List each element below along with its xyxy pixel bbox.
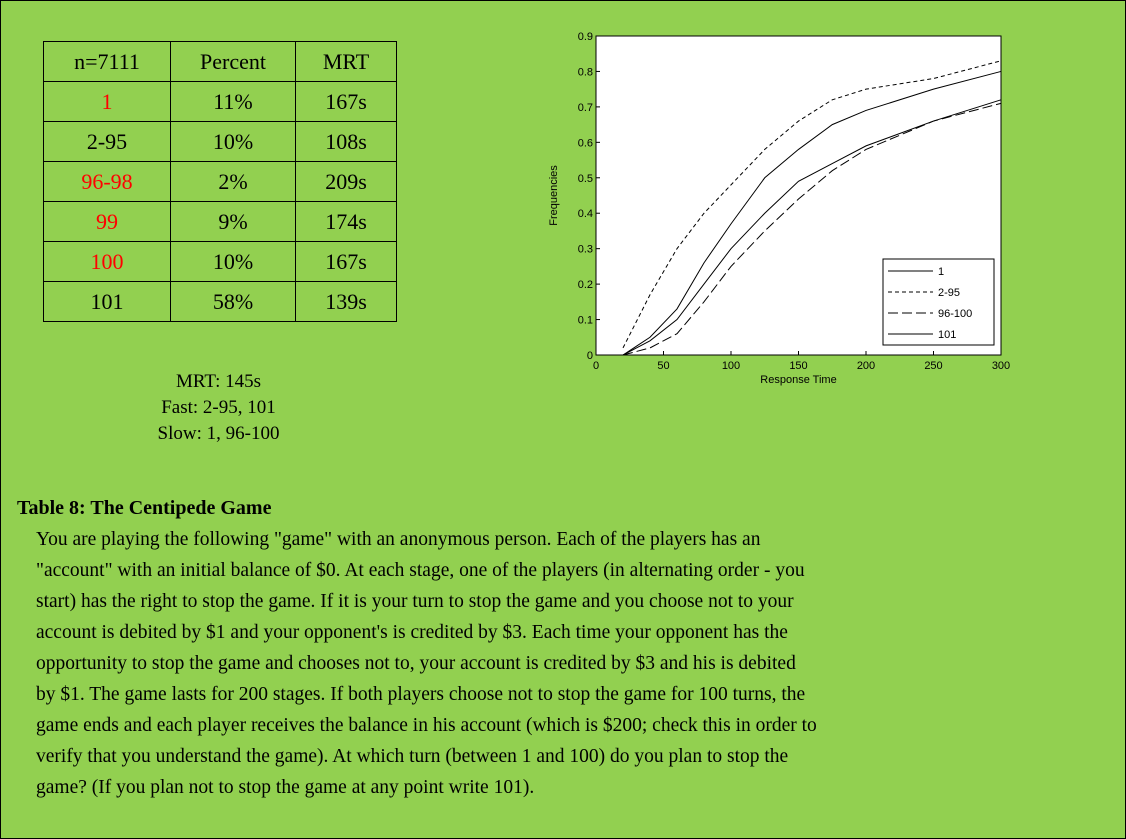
paragraph-line: start) has the right to stop the game. I… bbox=[36, 591, 794, 612]
series-line bbox=[622, 102, 1002, 356]
table-cell: 167s bbox=[295, 81, 397, 122]
legend-box bbox=[882, 258, 995, 346]
results-table: n=7111 Percent MRT 1 11% 167s 2-95 10% 108s 96-98… bbox=[43, 41, 397, 322]
header-cell: Percent bbox=[170, 41, 296, 82]
y-tick-label: 0.6 bbox=[578, 137, 593, 149]
table-row: 101 58% 139s bbox=[43, 281, 397, 322]
legend-label: 1 bbox=[938, 266, 944, 278]
table-cell: 58% bbox=[170, 281, 296, 322]
table-cell: 2% bbox=[170, 161, 296, 202]
y-tick-label: 0.4 bbox=[578, 208, 593, 220]
header-row: n=7111 Percent MRT bbox=[43, 41, 397, 82]
caption: Table 8: The Centipede Game bbox=[17, 497, 272, 519]
legend-label: 2-95 bbox=[938, 287, 960, 299]
x-axis-label: Response Time bbox=[760, 374, 836, 386]
y-tick-label: 0 bbox=[587, 350, 593, 362]
table-cell: 108s bbox=[295, 121, 397, 162]
paragraph-line: You are playing the following "game" wit… bbox=[36, 529, 761, 550]
table-cell: 11% bbox=[170, 81, 296, 122]
legend-label: 101 bbox=[938, 329, 956, 341]
table-row: 99 9% 174s bbox=[43, 201, 397, 242]
header-cell: n=7111 bbox=[43, 41, 171, 82]
table-cell: 139s bbox=[295, 281, 397, 322]
table-row: 100 10% 167s bbox=[43, 241, 397, 282]
series-line bbox=[622, 60, 1002, 349]
table-cell: 1 bbox=[43, 81, 171, 122]
table-cell: 96-98 bbox=[43, 161, 171, 202]
paragraph-line: opportunity to stop the game and chooses… bbox=[36, 653, 796, 674]
table-cell: 174s bbox=[295, 201, 397, 242]
legend-label: 96-100 bbox=[938, 308, 972, 320]
note-line: Slow: 1, 96-100 bbox=[157, 423, 280, 444]
table-cell: 100 bbox=[43, 241, 171, 282]
y-tick-label: 0.8 bbox=[578, 66, 593, 78]
paragraph-line: game? (If you plan not to stop the game … bbox=[36, 777, 535, 798]
x-tick-label: 100 bbox=[722, 360, 740, 372]
y-axis-label: Frequencies bbox=[548, 165, 560, 226]
paragraph-line: verify that you understand the game). At… bbox=[36, 746, 789, 767]
y-tick-label: 0.5 bbox=[578, 173, 593, 185]
x-tick-label: 0 bbox=[593, 360, 599, 372]
paragraph-line: "account" with an initial balance of $0.… bbox=[36, 560, 805, 581]
paragraph-line: by $1. The game lasts for 200 stages. If… bbox=[36, 684, 806, 705]
y-tick-label: 0.3 bbox=[578, 244, 593, 256]
series-line bbox=[622, 99, 1002, 356]
y-tick-label: 0.9 bbox=[578, 31, 593, 43]
chart: 0 50 100 150 200 250 300 0 0.1 0.2 0.3 0.4 0.5 0.6 0.7… bbox=[548, 31, 1010, 386]
y-tick-label: 0.1 bbox=[578, 315, 593, 327]
table-cell: 10% bbox=[170, 241, 296, 282]
table-row: 2-95 10% 108s bbox=[43, 121, 397, 162]
y-tick-label: 0.7 bbox=[578, 102, 593, 114]
table-row: 96-98 2% 209s bbox=[43, 161, 397, 202]
table-row: 1 11% 167s bbox=[43, 81, 397, 122]
table-cell: 10% bbox=[170, 121, 296, 162]
x-tick-label: 50 bbox=[657, 360, 669, 372]
x-tick-label: 300 bbox=[992, 360, 1010, 372]
x-tick-label: 150 bbox=[789, 360, 807, 372]
table-cell: 99 bbox=[43, 201, 171, 242]
paragraph-line: account is debited by $1 and your oppone… bbox=[36, 622, 788, 643]
note-line: Fast: 2-95, 101 bbox=[161, 397, 276, 418]
table-cell: 167s bbox=[295, 241, 397, 282]
y-tick-label: 0.2 bbox=[578, 279, 593, 291]
header-cell: MRT bbox=[295, 41, 397, 82]
notes: MRT: 145s Fast: 2-95, 101 Slow: 1, 96-100 bbox=[111, 369, 326, 447]
x-tick-label: 200 bbox=[857, 360, 875, 372]
paragraph-line: game ends and each player receives the b… bbox=[36, 715, 817, 736]
x-tick-label: 250 bbox=[924, 360, 942, 372]
note-line: MRT: 145s bbox=[175, 371, 261, 392]
table-cell: 2-95 bbox=[43, 121, 171, 162]
table-cell: 9% bbox=[170, 201, 296, 242]
series-line bbox=[622, 70, 1002, 356]
paragraph: You are playing the following "game" wit… bbox=[36, 524, 817, 803]
table-cell: 101 bbox=[43, 281, 171, 322]
table-cell: 209s bbox=[295, 161, 397, 202]
